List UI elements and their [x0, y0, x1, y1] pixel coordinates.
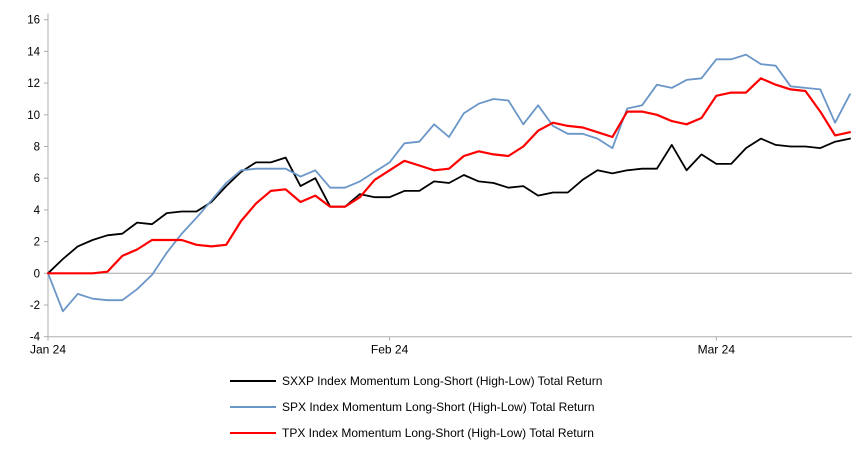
y-tick-label: 6 [34, 173, 40, 185]
y-tick-label: 12 [27, 78, 40, 90]
legend-label-spx: SPX Index Momentum Long-Short (High-Low)… [282, 400, 595, 414]
legend-item-tpx: TPX Index Momentum Long-Short (High-Low)… [230, 426, 602, 440]
y-tick-label: 8 [34, 142, 40, 154]
x-tick-label: Mar 24 [698, 343, 736, 357]
spx-line-swatch [230, 406, 276, 408]
y-tick-label: 0 [34, 268, 40, 280]
series-line-tpx [46, 77, 852, 275]
chart-legend: SXXP Index Momentum Long-Short (High-Low… [230, 374, 602, 452]
tpx-line-swatch [230, 432, 276, 434]
y-tick-label: 2 [34, 237, 40, 249]
series-line-sxxp [47, 137, 851, 275]
legend-label-sxxp: SXXP Index Momentum Long-Short (High-Low… [282, 374, 603, 388]
legend-label-tpx: TPX Index Momentum Long-Short (High-Low)… [282, 426, 594, 440]
x-tick-label: Jan 24 [30, 343, 66, 357]
legend-item-sxxp: SXXP Index Momentum Long-Short (High-Low… [230, 374, 602, 388]
y-tick-label: -2 [30, 300, 40, 312]
legend-item-spx: SPX Index Momentum Long-Short (High-Low)… [230, 400, 602, 414]
sxxp-line-swatch [230, 380, 276, 382]
y-tick-label: 14 [27, 46, 40, 58]
y-tick-label: 16 [27, 15, 40, 27]
y-tick-label: 4 [34, 205, 41, 217]
series-line-spx [47, 53, 851, 313]
y-tick-label: 10 [27, 110, 40, 122]
x-tick-label: Feb 24 [371, 343, 409, 357]
y-tick-label: -4 [30, 332, 41, 344]
